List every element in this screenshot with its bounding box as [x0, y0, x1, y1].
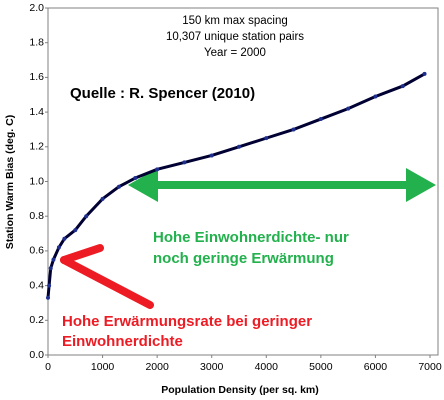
- data-point: [155, 167, 160, 172]
- annotation: 10,307 unique station pairs: [166, 31, 304, 43]
- data-point: [116, 184, 121, 189]
- x-tick-label: 3000: [200, 361, 224, 373]
- data-point: [73, 228, 78, 233]
- data-point: [56, 245, 61, 250]
- annotation: noch geringe Erwärmung: [153, 250, 334, 267]
- data-point: [237, 144, 241, 149]
- data-point: [318, 117, 323, 122]
- y-tick-label: 2.0: [29, 2, 44, 14]
- y-tick-label: 0.2: [29, 314, 44, 326]
- y-tick-label: 0.4: [29, 279, 44, 291]
- data-point: [51, 257, 56, 262]
- data-point: [100, 196, 105, 201]
- y-tick-label: 0.8: [29, 210, 44, 222]
- y-tick-label: 1.8: [29, 36, 44, 48]
- data-point: [264, 136, 269, 141]
- y-tick-label: 1.0: [29, 175, 44, 187]
- data-point: [84, 214, 89, 219]
- x-tick-label: 1000: [91, 361, 115, 373]
- data-point: [62, 236, 67, 241]
- data-point: [422, 71, 427, 76]
- annotation: Hohe Erwärmungsrate bei geringer: [62, 313, 312, 330]
- y-tick-label: 1.6: [29, 71, 44, 83]
- green-arrow: [128, 168, 436, 202]
- data-point: [47, 283, 52, 288]
- red-arrow: [60, 244, 154, 309]
- y-tick-label: 0.0: [29, 349, 44, 361]
- annotation: 150 km max spacing: [182, 15, 287, 27]
- annotation: Einwohnerdichte: [62, 333, 183, 350]
- x-tick-label: 7000: [418, 361, 442, 373]
- annotation: Hohe Einwohnerdichte- nur: [153, 229, 349, 246]
- x-tick-label: 0: [45, 361, 51, 373]
- data-point: [182, 160, 187, 165]
- annotation: Year = 2000: [204, 47, 266, 59]
- y-tick-label: 0.6: [29, 245, 44, 257]
- y-tick-label: 1.4: [29, 106, 44, 118]
- y-tick-label: 1.2: [29, 141, 44, 153]
- data-point: [346, 106, 351, 111]
- x-axis-label: Population Density (per sq. km): [161, 384, 319, 396]
- data-point: [133, 176, 138, 181]
- x-tick-label: 5000: [309, 361, 333, 373]
- data-point: [46, 295, 50, 300]
- x-tick-label: 6000: [364, 361, 388, 373]
- data-point: [291, 127, 296, 132]
- data-point: [48, 266, 53, 271]
- y-axis-label: Station Warm Bias (deg. C): [4, 115, 16, 249]
- x-tick-label: 4000: [255, 361, 279, 373]
- data-point: [400, 84, 405, 89]
- data-line: [46, 72, 426, 298]
- source-annotation: Quelle : R. Spencer (2010): [70, 85, 255, 102]
- data-point: [209, 153, 214, 158]
- data-point: [373, 94, 378, 99]
- x-tick-label: 2000: [145, 361, 169, 373]
